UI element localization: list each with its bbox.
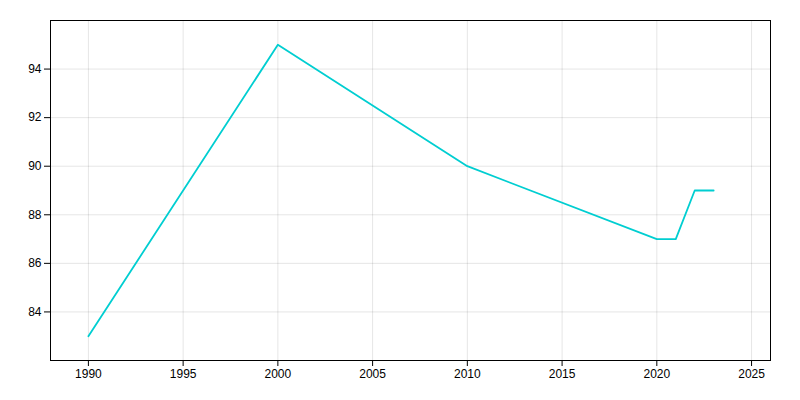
svg-text:1995: 1995	[170, 367, 197, 381]
svg-text:86: 86	[28, 256, 42, 270]
svg-text:84: 84	[28, 305, 42, 319]
svg-text:88: 88	[28, 208, 42, 222]
svg-text:94: 94	[28, 62, 42, 76]
svg-text:2020: 2020	[643, 367, 670, 381]
svg-text:2010: 2010	[454, 367, 481, 381]
svg-text:90: 90	[28, 159, 42, 173]
svg-text:2025: 2025	[738, 367, 765, 381]
svg-text:1990: 1990	[75, 367, 102, 381]
svg-text:92: 92	[28, 110, 42, 124]
svg-text:2015: 2015	[549, 367, 576, 381]
svg-text:2005: 2005	[359, 367, 386, 381]
svg-text:2000: 2000	[265, 367, 292, 381]
